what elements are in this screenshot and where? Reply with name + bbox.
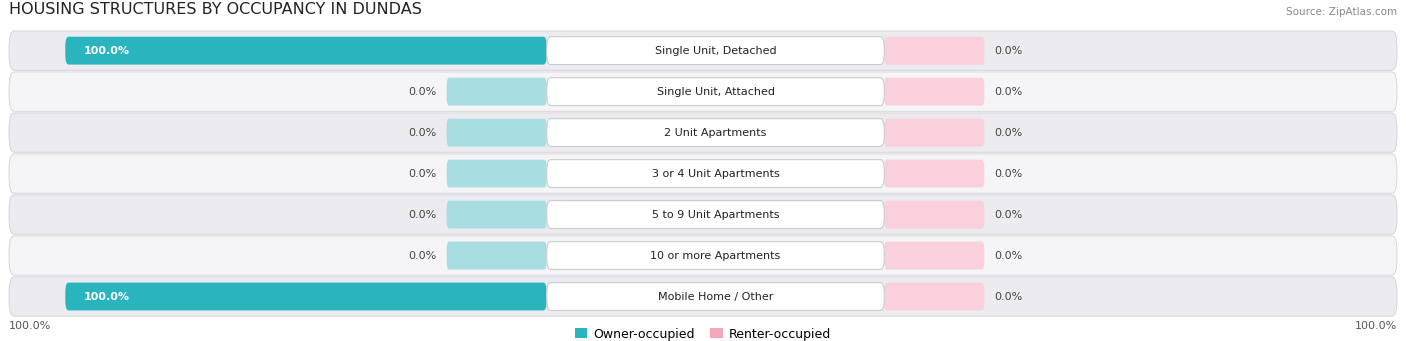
FancyBboxPatch shape xyxy=(884,119,984,147)
Text: 0.0%: 0.0% xyxy=(994,46,1022,56)
FancyBboxPatch shape xyxy=(884,283,984,310)
Text: 100.0%: 100.0% xyxy=(8,321,51,331)
FancyBboxPatch shape xyxy=(547,160,884,188)
FancyBboxPatch shape xyxy=(547,78,884,106)
Text: 0.0%: 0.0% xyxy=(408,87,437,97)
Text: Single Unit, Detached: Single Unit, Detached xyxy=(655,46,776,56)
FancyBboxPatch shape xyxy=(8,31,1398,70)
FancyBboxPatch shape xyxy=(8,154,1398,193)
Text: 10 or more Apartments: 10 or more Apartments xyxy=(651,251,780,261)
FancyBboxPatch shape xyxy=(8,72,1398,111)
Text: 0.0%: 0.0% xyxy=(994,292,1022,301)
FancyBboxPatch shape xyxy=(8,277,1398,316)
FancyBboxPatch shape xyxy=(447,160,547,188)
Text: 0.0%: 0.0% xyxy=(408,210,437,220)
Text: 0.0%: 0.0% xyxy=(994,251,1022,261)
Text: 2 Unit Apartments: 2 Unit Apartments xyxy=(664,128,766,138)
FancyBboxPatch shape xyxy=(547,242,884,269)
Text: HOUSING STRUCTURES BY OCCUPANCY IN DUNDAS: HOUSING STRUCTURES BY OCCUPANCY IN DUNDA… xyxy=(8,2,422,17)
FancyBboxPatch shape xyxy=(547,283,884,310)
Text: 0.0%: 0.0% xyxy=(994,210,1022,220)
Text: 0.0%: 0.0% xyxy=(408,251,437,261)
Text: Single Unit, Attached: Single Unit, Attached xyxy=(657,87,775,97)
FancyBboxPatch shape xyxy=(8,236,1398,275)
FancyBboxPatch shape xyxy=(447,201,547,228)
FancyBboxPatch shape xyxy=(8,113,1398,152)
Text: Mobile Home / Other: Mobile Home / Other xyxy=(658,292,773,301)
FancyBboxPatch shape xyxy=(547,201,884,228)
FancyBboxPatch shape xyxy=(65,283,547,310)
Text: 3 or 4 Unit Apartments: 3 or 4 Unit Apartments xyxy=(651,168,779,179)
FancyBboxPatch shape xyxy=(884,37,984,64)
FancyBboxPatch shape xyxy=(884,160,984,188)
FancyBboxPatch shape xyxy=(65,37,547,64)
Text: 100.0%: 100.0% xyxy=(1355,321,1398,331)
Text: 0.0%: 0.0% xyxy=(994,168,1022,179)
Legend: Owner-occupied, Renter-occupied: Owner-occupied, Renter-occupied xyxy=(575,328,831,341)
FancyBboxPatch shape xyxy=(884,78,984,106)
Text: 0.0%: 0.0% xyxy=(994,87,1022,97)
FancyBboxPatch shape xyxy=(547,119,884,147)
Text: 100.0%: 100.0% xyxy=(84,46,129,56)
Text: 0.0%: 0.0% xyxy=(408,128,437,138)
Text: 0.0%: 0.0% xyxy=(408,168,437,179)
FancyBboxPatch shape xyxy=(547,37,884,64)
FancyBboxPatch shape xyxy=(447,242,547,269)
FancyBboxPatch shape xyxy=(8,195,1398,234)
Text: 100.0%: 100.0% xyxy=(84,292,129,301)
FancyBboxPatch shape xyxy=(447,119,547,147)
FancyBboxPatch shape xyxy=(447,78,547,106)
FancyBboxPatch shape xyxy=(884,242,984,269)
Text: 5 to 9 Unit Apartments: 5 to 9 Unit Apartments xyxy=(652,210,779,220)
Text: Source: ZipAtlas.com: Source: ZipAtlas.com xyxy=(1286,7,1398,17)
FancyBboxPatch shape xyxy=(884,201,984,228)
Text: 0.0%: 0.0% xyxy=(994,128,1022,138)
